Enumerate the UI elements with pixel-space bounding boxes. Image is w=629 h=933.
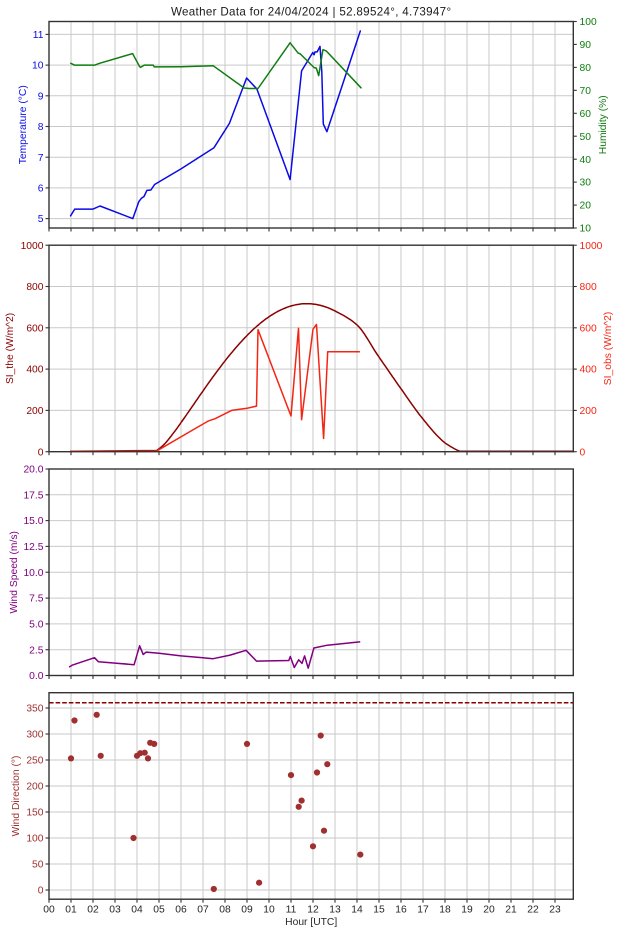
svg-text:400: 400	[580, 365, 597, 376]
svg-text:0: 0	[580, 447, 586, 458]
svg-text:06: 06	[175, 905, 187, 916]
svg-text:13: 13	[329, 905, 341, 916]
svg-text:350: 350	[26, 704, 43, 715]
svg-text:Weather Data for 24/04/2024 |: Weather Data for 24/04/2024 | 52.89524°,…	[171, 5, 451, 18]
svg-text:05: 05	[153, 905, 165, 916]
svg-text:0: 0	[38, 447, 44, 458]
svg-text:300: 300	[26, 730, 43, 741]
svg-text:0: 0	[38, 886, 44, 897]
svg-text:600: 600	[580, 323, 597, 334]
svg-text:20: 20	[580, 201, 592, 212]
svg-text:Hour [UTC]: Hour [UTC]	[285, 917, 337, 928]
svg-text:1000: 1000	[21, 241, 44, 252]
svg-text:02: 02	[87, 905, 99, 916]
svg-text:20: 20	[483, 905, 495, 916]
svg-text:60: 60	[580, 109, 592, 120]
svg-text:SI_the (W/m^2): SI_the (W/m^2)	[5, 313, 16, 384]
svg-text:10.0: 10.0	[23, 568, 43, 579]
svg-text:150: 150	[26, 808, 43, 819]
svg-text:Temperature (°C): Temperature (°C)	[18, 85, 29, 164]
svg-text:1000: 1000	[580, 241, 603, 252]
svg-text:12: 12	[307, 905, 319, 916]
svg-text:11: 11	[33, 30, 44, 41]
svg-text:2.5: 2.5	[29, 645, 44, 656]
svg-text:0.0: 0.0	[29, 671, 44, 682]
svg-text:600: 600	[26, 323, 43, 334]
svg-text:8: 8	[38, 122, 44, 133]
svg-text:08: 08	[219, 905, 231, 916]
svg-text:00: 00	[43, 905, 55, 916]
svg-text:7.5: 7.5	[29, 594, 44, 605]
svg-text:10: 10	[32, 61, 44, 72]
svg-text:22: 22	[527, 905, 539, 916]
svg-text:50: 50	[580, 132, 592, 143]
svg-text:200: 200	[26, 782, 43, 793]
svg-text:800: 800	[580, 282, 597, 293]
svg-text:5: 5	[38, 214, 44, 225]
svg-text:15.0: 15.0	[23, 516, 43, 527]
svg-text:30: 30	[580, 178, 592, 189]
svg-text:17: 17	[417, 905, 429, 916]
svg-text:90: 90	[580, 40, 592, 51]
svg-text:10: 10	[580, 224, 592, 235]
svg-text:20.0: 20.0	[23, 465, 43, 476]
svg-text:15: 15	[373, 905, 385, 916]
svg-text:7: 7	[38, 153, 44, 164]
svg-text:100: 100	[26, 834, 43, 845]
svg-text:Humidity (%): Humidity (%)	[598, 95, 609, 154]
svg-text:01: 01	[65, 905, 77, 916]
svg-text:04: 04	[131, 905, 143, 916]
svg-text:11: 11	[286, 905, 297, 916]
svg-text:Wind Direction (°): Wind Direction (°)	[11, 756, 22, 837]
svg-text:07: 07	[197, 905, 209, 916]
svg-text:23: 23	[549, 905, 561, 916]
svg-text:250: 250	[26, 756, 43, 767]
svg-text:40: 40	[580, 155, 592, 166]
svg-text:6: 6	[38, 184, 44, 195]
svg-text:400: 400	[26, 365, 43, 376]
svg-text:80: 80	[580, 63, 592, 74]
svg-text:800: 800	[26, 282, 43, 293]
svg-text:5.0: 5.0	[29, 620, 44, 631]
svg-text:200: 200	[580, 406, 597, 417]
svg-text:21: 21	[505, 905, 517, 916]
svg-text:17.5: 17.5	[23, 490, 43, 501]
svg-text:100: 100	[580, 17, 597, 28]
svg-text:50: 50	[32, 860, 44, 871]
svg-text:12.5: 12.5	[23, 542, 43, 553]
svg-text:19: 19	[461, 905, 473, 916]
svg-text:10: 10	[263, 905, 275, 916]
svg-text:09: 09	[241, 905, 253, 916]
svg-text:200: 200	[26, 406, 43, 417]
svg-text:18: 18	[439, 905, 451, 916]
svg-text:03: 03	[109, 905, 121, 916]
svg-text:Wind Speed (m/s): Wind Speed (m/s)	[9, 531, 20, 613]
svg-text:SI_obs (W/m^2): SI_obs (W/m^2)	[603, 312, 614, 386]
svg-text:9: 9	[38, 91, 44, 102]
svg-text:70: 70	[580, 86, 592, 97]
svg-text:16: 16	[395, 905, 407, 916]
svg-text:14: 14	[351, 905, 363, 916]
